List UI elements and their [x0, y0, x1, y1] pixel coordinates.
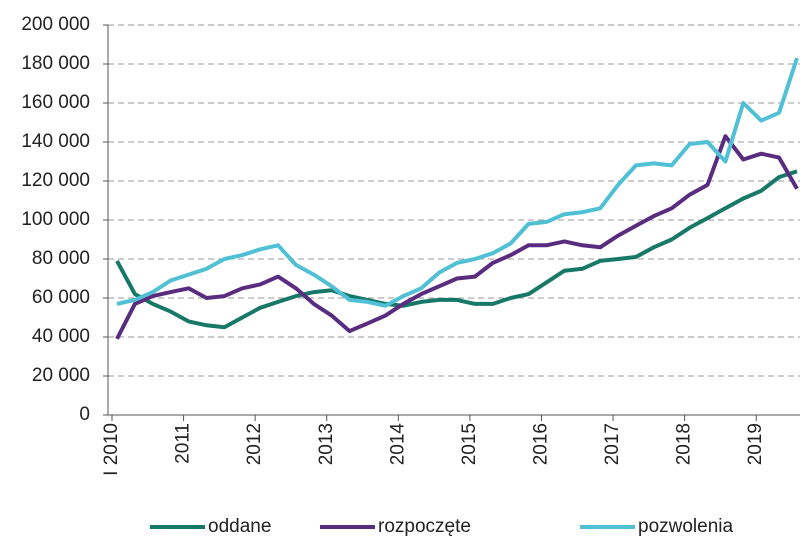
x-tick-label: 2014: [387, 423, 408, 466]
x-tick-label: 2013: [316, 423, 337, 465]
series-line: [115, 134, 799, 340]
x-tick-label: I 2010: [101, 423, 122, 476]
y-tick-label: 80 000: [32, 248, 90, 269]
x-tick-label: 2016: [530, 423, 551, 465]
y-tick-label: 100 000: [21, 209, 90, 230]
series-line: [115, 169, 798, 330]
y-tick-label: 60 000: [32, 287, 90, 308]
series-line: [116, 57, 799, 308]
x-tick-label: 2017: [602, 423, 623, 465]
legend-label: pozwolenia: [638, 516, 733, 537]
y-tick-label: 40 000: [32, 326, 90, 347]
x-tick-label: 2019: [745, 423, 766, 465]
y-tick-label: 140 000: [21, 131, 90, 152]
y-tick-label: 0: [79, 404, 90, 425]
y-tick-label: 120 000: [21, 170, 90, 191]
x-tick-label: 2011: [173, 423, 194, 464]
x-tick-label: 2018: [674, 423, 695, 465]
x-tick-label: 2015: [459, 423, 480, 465]
legend-label: rozpoczęte: [378, 516, 471, 537]
y-tick-label: 180 000: [21, 53, 90, 74]
x-tick-label: 2012: [244, 423, 265, 465]
y-tick-label: 200 000: [21, 14, 90, 35]
y-tick-label: 160 000: [21, 92, 90, 113]
legend-label: oddane: [208, 516, 271, 537]
y-tick-label: 20 000: [32, 365, 90, 386]
